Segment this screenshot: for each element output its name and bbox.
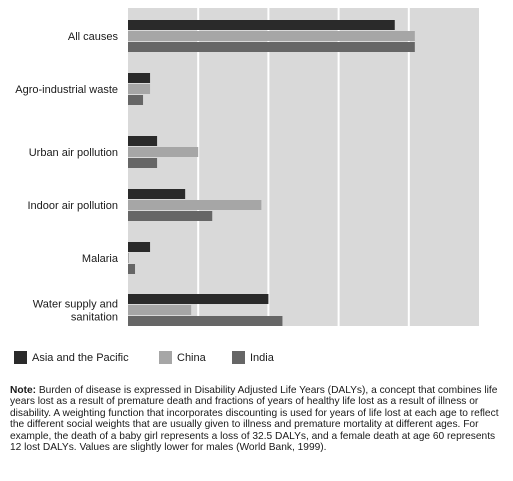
bar-3-2	[128, 211, 213, 221]
legend-item-asia-pacific: Asia and the Pacific	[14, 351, 129, 364]
plot-area	[128, 8, 479, 326]
bar-3-1	[128, 200, 262, 210]
category-label-3: Indoor air pollution	[27, 200, 118, 212]
category-label-1: Agro-industrial waste	[15, 84, 118, 96]
bar-1-0	[128, 73, 151, 83]
legend-swatch-asia-pacific	[14, 351, 27, 364]
gridlines	[197, 8, 410, 326]
bar-0-2	[128, 42, 415, 52]
category-label-5: Water supply and sanitation	[33, 299, 118, 324]
legend-swatch-india	[232, 351, 245, 364]
bar-3-0	[128, 189, 186, 199]
legend-swatch-china	[159, 351, 172, 364]
category-labels: All causes Agro-industrial waste Urban air…	[15, 31, 119, 324]
bar-0-1	[128, 31, 415, 41]
bar-4-1	[128, 253, 130, 263]
bar-4-2	[128, 264, 136, 274]
bar-chart: All causes Agro-industrial waste Urban air…	[15, 8, 479, 326]
bar-1-1	[128, 84, 151, 94]
note-text: Burden of disease is expressed in Disabi…	[10, 385, 499, 454]
bar-2-2	[128, 158, 158, 168]
footnote: Note: Burden of disease is expressed in …	[10, 385, 506, 453]
bar-5-2	[128, 316, 283, 326]
bars	[128, 20, 415, 326]
category-label-4: Malaria	[82, 253, 119, 265]
bar-0-0	[128, 20, 395, 30]
bar-1-2	[128, 95, 144, 105]
bar-5-1	[128, 305, 192, 315]
category-label-2: Urban air pollution	[29, 147, 118, 159]
legend-label-india: India	[250, 351, 274, 364]
note-label: Note:	[10, 385, 37, 396]
legend-item-china: China	[159, 351, 206, 364]
bar-2-1	[128, 147, 199, 157]
bar-4-0	[128, 242, 151, 252]
legend-label-china: China	[177, 351, 206, 364]
legend-label-asia-pacific: Asia and the Pacific	[32, 351, 129, 364]
bar-5-0	[128, 294, 269, 304]
bar-2-0	[128, 136, 158, 146]
legend-item-india: India	[232, 351, 274, 364]
category-label-0: All causes	[68, 31, 119, 43]
